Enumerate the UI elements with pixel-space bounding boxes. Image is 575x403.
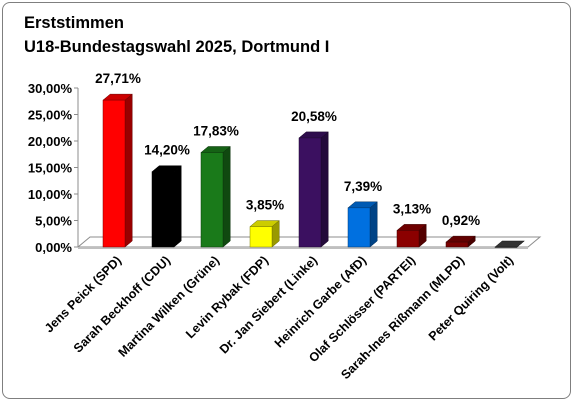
data-label: 17,83% (193, 124, 239, 139)
data-label: 14,20% (144, 143, 190, 158)
bar-front (102, 99, 126, 248)
x-tick-label: Peter Quiring (Volt) (426, 253, 516, 343)
chart-subtitle: U18-Bundestagswahl 2025, Dortmund I (24, 38, 330, 56)
bar-front (298, 137, 322, 248)
bar (200, 145, 231, 248)
bar-front (200, 152, 224, 248)
bar-side (222, 145, 231, 248)
data-label: 3,85% (246, 198, 284, 213)
x-tick-label: Dr. Jan Siebert (Linke) (217, 253, 320, 356)
x-tick-label: Heinrich Garbe (AfD) (272, 253, 369, 350)
y-tick-label: 15,00% (28, 161, 73, 176)
y-tick-label: 30,00% (28, 81, 73, 96)
y-tick-label: 10,00% (28, 187, 73, 202)
bar-front (249, 226, 273, 248)
y-tick-label: 25,00% (28, 108, 73, 123)
bar-side (320, 131, 329, 248)
data-label: 3,13% (393, 201, 431, 216)
bar-side (369, 201, 378, 248)
y-tick-label: 0,00% (35, 240, 72, 255)
bar (494, 240, 525, 248)
bar (298, 131, 329, 248)
y-tick-label: 5,00% (35, 214, 72, 229)
bar-front (151, 171, 175, 248)
bar (249, 220, 280, 248)
bar (347, 201, 378, 248)
x-tick-label: Levin Rybak (FDP) (183, 253, 271, 341)
x-tick-label: Sarah Beckhoff (CDU) (71, 253, 173, 355)
x-tick-label: Martina Wilken (Grüne) (116, 253, 223, 360)
data-label: 7,39% (344, 179, 382, 194)
chart-floor-edge (78, 247, 528, 249)
bar (102, 93, 133, 248)
bar (445, 235, 476, 248)
bar-side (173, 165, 182, 248)
data-label: 20,58% (291, 109, 337, 124)
bar-front (494, 246, 518, 248)
bar-front (396, 230, 420, 248)
chart-title: Erststimmen (24, 14, 124, 32)
bar-front (347, 207, 371, 248)
bar (151, 165, 182, 248)
bar-side (124, 93, 133, 248)
data-label: 27,71% (95, 71, 141, 86)
bar-front (445, 241, 469, 248)
y-tick-label: 20,00% (28, 134, 73, 149)
chart-frame (2, 2, 571, 399)
bar (396, 223, 427, 248)
data-label: 0,92% (442, 213, 480, 228)
